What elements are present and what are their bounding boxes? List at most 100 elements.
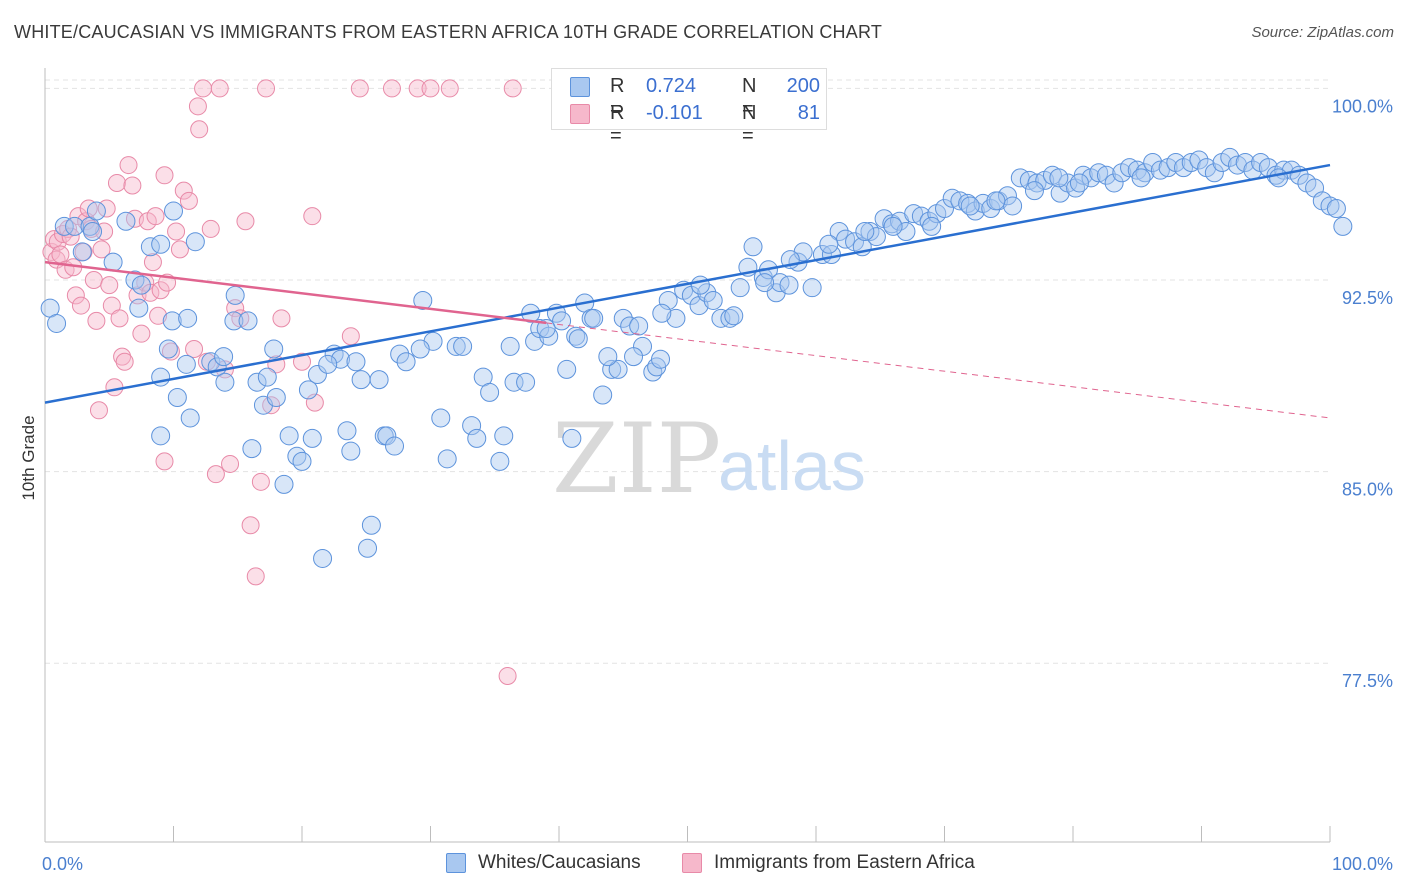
data-point-whites xyxy=(287,446,307,466)
data-point-whites xyxy=(504,372,524,392)
data-point-whites xyxy=(866,227,886,247)
data-point-immigrants xyxy=(272,309,291,328)
data-point-whites xyxy=(904,204,924,224)
data-point-whites xyxy=(341,441,361,461)
data-point-whites xyxy=(958,193,978,213)
data-point-whites xyxy=(755,273,775,293)
data-point-whites xyxy=(986,191,1006,211)
data-point-whites xyxy=(494,426,514,446)
data-point-immigrants xyxy=(149,306,168,325)
legend-n-value: 81 xyxy=(797,102,820,124)
tick-labels: 77.5% 85.0% 92.5% 100.0% 0.0% 100.0% xyxy=(42,96,1393,874)
data-point-whites xyxy=(568,329,588,349)
data-point-whites xyxy=(453,336,473,356)
data-point-whites xyxy=(1181,153,1201,173)
legend-r-value: -0.101 xyxy=(646,102,703,124)
data-point-whites xyxy=(242,439,262,459)
data-point-immigrants xyxy=(210,79,229,98)
legend-r-label: R = xyxy=(610,102,625,147)
data-point-whites xyxy=(608,359,628,379)
data-point-whites xyxy=(584,308,604,328)
data-point-whites xyxy=(164,201,183,221)
data-point-immigrants xyxy=(146,207,165,226)
data-point-whites xyxy=(490,451,510,471)
data-point-whites xyxy=(65,216,85,236)
data-point-whites xyxy=(658,290,678,310)
y-tick-label: 92.5% xyxy=(1342,288,1393,308)
data-point-whites xyxy=(724,306,744,326)
data-point-whites xyxy=(151,234,171,254)
legend-swatch-blue xyxy=(570,77,590,97)
data-point-whites xyxy=(225,285,245,305)
legend-n-label: N = xyxy=(742,102,757,147)
data-point-whites xyxy=(377,426,397,446)
data-point-whites xyxy=(247,372,267,392)
data-point-immigrants xyxy=(89,401,108,420)
data-point-immigrants xyxy=(190,120,209,139)
data-point-immigrants xyxy=(84,271,103,290)
watermark-zip: ZIP xyxy=(552,403,721,515)
data-point-whites xyxy=(1027,173,1047,193)
data-point-whites xyxy=(437,449,457,469)
data-point-whites xyxy=(883,216,903,236)
data-point-whites xyxy=(730,278,750,298)
data-point-whites xyxy=(274,474,294,494)
data-point-whites xyxy=(935,198,954,218)
data-point-immigrants xyxy=(421,79,440,98)
data-point-whites xyxy=(292,451,312,471)
data-point-whites xyxy=(690,275,710,295)
data-point-immigrants xyxy=(110,309,129,328)
data-point-whites xyxy=(1089,163,1109,183)
data-point-whites xyxy=(1069,173,1089,193)
x-tick-label: 0.0% xyxy=(42,854,83,874)
data-point-whites xyxy=(264,339,284,359)
data-point-whites xyxy=(779,275,799,295)
data-point-immigrants xyxy=(185,339,204,358)
data-point-immigrants xyxy=(107,173,126,192)
data-point-whites xyxy=(1143,153,1163,173)
data-point-whites xyxy=(1235,153,1255,173)
data-point-whites xyxy=(922,216,942,236)
data-point-whites xyxy=(819,234,839,254)
data-point-whites xyxy=(703,290,723,310)
data-point-whites xyxy=(302,428,322,448)
data-point-whites xyxy=(942,188,962,208)
data-point-whites xyxy=(180,408,200,428)
y-tick-label: 77.5% xyxy=(1342,671,1393,691)
data-point-whites xyxy=(431,408,451,428)
data-point-whites xyxy=(238,311,258,331)
bottom-legend-swatch-pink xyxy=(682,853,702,873)
data-point-whites xyxy=(361,515,381,535)
data-point-whites xyxy=(83,221,103,241)
data-point-whites xyxy=(47,313,67,333)
data-point-whites xyxy=(557,359,577,379)
data-point-immigrants xyxy=(503,79,522,98)
data-point-whites xyxy=(666,308,686,328)
data-point-whites xyxy=(1104,173,1124,193)
data-point-immigrants xyxy=(221,454,240,473)
data-point-whites xyxy=(158,339,178,359)
data-point-whites xyxy=(1227,155,1247,175)
data-point-whites xyxy=(390,344,410,364)
data-point-whites xyxy=(279,426,299,446)
data-point-immigrants xyxy=(440,79,459,98)
data-point-whites xyxy=(500,336,520,356)
data-point-whites xyxy=(1003,196,1023,216)
data-point-whites xyxy=(446,336,466,356)
data-point-whites xyxy=(1204,163,1224,183)
data-point-immigrants xyxy=(132,324,151,343)
data-point-whites xyxy=(346,352,366,372)
data-point-whites xyxy=(214,347,234,367)
data-point-whites xyxy=(257,367,277,387)
data-point-whites xyxy=(1024,181,1044,201)
data-point-whites xyxy=(860,221,880,241)
data-point-whites xyxy=(629,316,649,336)
source-label: Source: ZipAtlas.com xyxy=(1251,24,1394,41)
bottom-legend-label: Immigrants from Eastern Africa xyxy=(714,852,975,873)
data-point-whites xyxy=(516,372,536,392)
data-point-whites xyxy=(697,283,717,303)
data-point-immigrants xyxy=(119,156,138,175)
data-point-immigrants xyxy=(341,327,360,346)
watermark-atlas: atlas xyxy=(718,427,866,505)
data-point-whites xyxy=(337,421,357,441)
